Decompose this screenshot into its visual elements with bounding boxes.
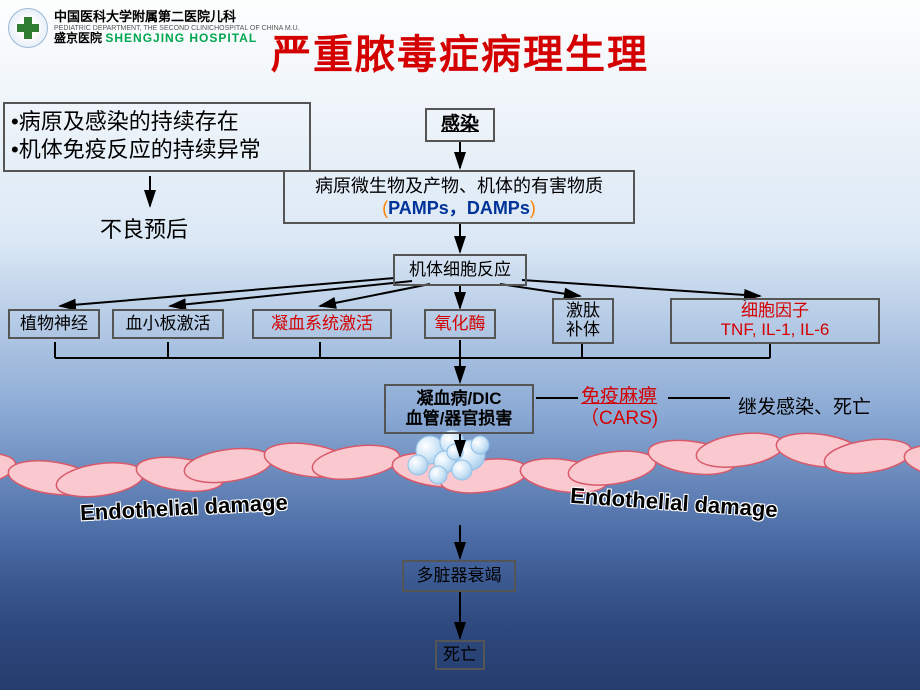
pamps-line1: 病原微生物及产物、机体的有害物质 — [315, 175, 603, 198]
node-cell-reaction: 机体细胞反应 — [393, 254, 527, 286]
secondary-infection: 继发感染、死亡 — [738, 392, 871, 419]
bullets-box: •病原及感染的持续存在 •机体免疫反应的持续异常 — [3, 102, 311, 172]
node-cytokine: 细胞因子 TNF, IL-1, IL-6 — [670, 298, 880, 344]
node-death: 死亡 — [435, 640, 485, 670]
bullet-2: •机体免疫反应的持续异常 — [11, 136, 261, 164]
node-ans: 植物神经 — [8, 309, 100, 339]
endo-right: Endothelial damage — [569, 483, 778, 523]
node-dic: 凝血病/DIC 血管/器官损害 — [384, 384, 534, 434]
node-kinin: 激肽 补体 — [552, 298, 614, 344]
node-infection: 感染 — [425, 108, 495, 142]
node-platelet: 血小板激活 — [112, 309, 224, 339]
node-pamps: 病原微生物及产物、机体的有害物质 (PAMPs，DAMPs) — [283, 170, 635, 224]
node-coagulation: 凝血系统激活 — [252, 309, 392, 339]
bullet-1: •病原及感染的持续存在 — [11, 108, 239, 136]
endo-left: Endothelial damage — [79, 490, 288, 527]
node-mods: 多脏器衰竭 — [402, 560, 516, 592]
slide-title: 严重脓毒症病理生理 — [0, 22, 920, 80]
prognosis-label: 不良预后 — [100, 212, 188, 244]
node-oxidase: 氧化酶 — [424, 309, 496, 339]
immune-paralysis: 免疫麻痹 （CARS) — [580, 386, 658, 430]
